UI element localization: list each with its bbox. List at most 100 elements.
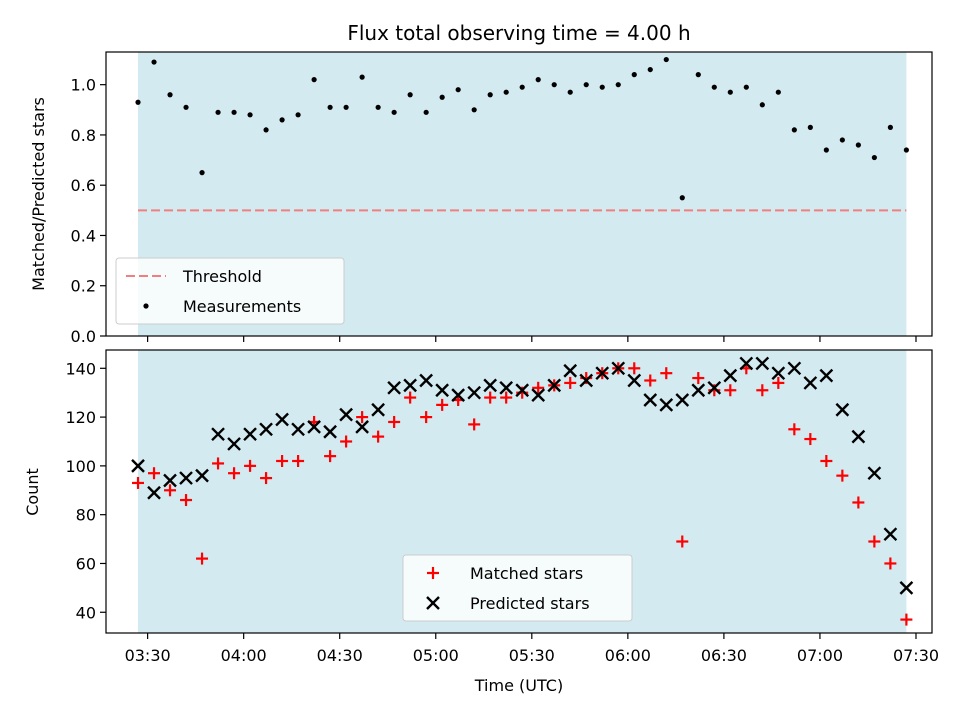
bottom-x-tick-label: 05:30 (509, 646, 555, 665)
predicted-star-marker-b (691, 383, 706, 398)
bottom-y-ticks: 40 60 80 100 120 140 (65, 359, 106, 622)
measurement-point (647, 66, 653, 73)
predicted-star-marker-b (627, 373, 642, 388)
predicted-star-marker (707, 380, 722, 395)
measurement-point (567, 89, 573, 95)
predicted-star-marker-b (563, 363, 578, 378)
bottom-y-tick-label: 100 (65, 457, 96, 476)
measurement-point (887, 124, 893, 130)
predicted-star-marker (339, 407, 353, 422)
measurement-point (231, 109, 237, 115)
measurement-point (279, 117, 285, 123)
predicted-star-marker-b (579, 373, 594, 388)
predicted-star-marker (851, 429, 866, 444)
matched-star-marker (628, 362, 641, 375)
matched-star-marker (868, 535, 881, 548)
measurement-point (615, 82, 621, 88)
chart-title: Flux total observing time = 4.00 h (347, 21, 690, 45)
measurement-point (199, 170, 205, 176)
predicted-star-marker-b (307, 420, 321, 434)
bottom-y-tick-label: 120 (65, 408, 96, 427)
predicted-star-marker-b (819, 368, 834, 383)
matched-star-marker (420, 411, 433, 424)
matched-legend-swatch (427, 567, 439, 579)
matched-star-marker (852, 496, 865, 509)
predicted-star-marker (531, 388, 546, 402)
predicted-star-marker-b (899, 581, 914, 595)
top-y-tick-label: 0.2 (71, 277, 96, 296)
predicted-star-marker-b (755, 356, 770, 371)
predicted-star-marker-b (259, 422, 273, 437)
predicted-star-marker-b (435, 383, 450, 398)
predicted-star-marker-b (339, 407, 353, 422)
predicted-star-marker (131, 459, 145, 473)
measurement-point (455, 87, 461, 93)
matched-star-marker (260, 472, 273, 485)
predicted-star-marker (211, 427, 225, 442)
predicted-star-marker (835, 402, 850, 417)
predicted-star-marker (291, 422, 305, 437)
bottom-x-tick-label: 04:30 (317, 646, 363, 665)
predicted-star-marker-b (851, 429, 866, 444)
measurement-point (295, 112, 301, 118)
predicted-star-marker (259, 422, 273, 437)
measurement-point (839, 137, 845, 143)
matched-star-marker (212, 457, 225, 470)
matched-star-marker (132, 476, 145, 489)
measurement-point (535, 77, 541, 83)
predicted-star-marker (163, 473, 177, 488)
predicted-star-marker (387, 380, 401, 395)
matched-star-marker (804, 433, 817, 446)
predicted-star-marker-b (771, 366, 786, 381)
predicted-star-marker (547, 378, 562, 393)
predicted-legend-swatch (426, 596, 440, 610)
matched-star-marker (788, 423, 801, 436)
matched-star-marker (292, 455, 305, 468)
predicted-star-marker-b (163, 473, 177, 488)
bottom-legend: Matched stars Predicted stars (402, 554, 633, 622)
predicted-star-marker (771, 366, 786, 381)
measurement-point (471, 107, 477, 113)
matched-star-marker (900, 613, 913, 626)
predicted-star-marker (243, 427, 257, 442)
predicted-star-marker (179, 471, 193, 485)
matched-star-marker (164, 484, 177, 497)
predicted-star-marker (867, 466, 882, 481)
measurement-point (263, 127, 269, 133)
matched-star-marker (676, 535, 689, 548)
predicted-star-marker-b (211, 427, 225, 442)
top-y-tick-label: 1.0 (71, 76, 96, 95)
predicted-star-marker (371, 402, 385, 417)
matched-star-marker (884, 557, 897, 570)
matched-star-marker (372, 430, 385, 443)
predicted-star-marker-b (419, 373, 434, 388)
top-y-tick-label: 0.6 (71, 176, 96, 195)
predicted-star-marker (803, 376, 818, 390)
bottom-x-tick-label: 07:30 (893, 646, 939, 665)
top-panel: 0.0 0.2 0.4 0.6 0.8 1.0 Flux total observing … (29, 21, 933, 346)
predicted-star-marker-b (643, 393, 658, 407)
measurement-point (631, 72, 637, 78)
top-legend-box (115, 257, 345, 325)
predicted-star-marker-b (675, 393, 690, 407)
predicted-star-marker (355, 420, 369, 434)
predicted-star-marker-b (787, 361, 802, 376)
predicted-star-marker (307, 420, 321, 434)
bottom-x-tick-label: 05:00 (413, 646, 459, 665)
predicted-star-marker (515, 383, 530, 398)
measurement-point (695, 72, 701, 78)
measurement-point (663, 56, 669, 63)
measurement-point (807, 124, 813, 130)
bottom-y-tick-label: 60 (76, 554, 96, 573)
predicted-star-marker (323, 424, 337, 439)
predicted-star-marker (435, 383, 450, 398)
predicted-star-marker-b (867, 466, 882, 481)
bottom-legend-box (402, 554, 633, 622)
matched-legend-label: Matched stars (470, 564, 583, 583)
predicted-star-marker (755, 356, 770, 371)
top-y-axis-label: Matched/Predicted stars (29, 97, 48, 291)
measurement-point (391, 109, 397, 115)
top-y-tick-label: 0.4 (71, 226, 96, 245)
measurements-legend-label: Measurements (183, 297, 301, 316)
matched-star-marker (772, 376, 785, 389)
